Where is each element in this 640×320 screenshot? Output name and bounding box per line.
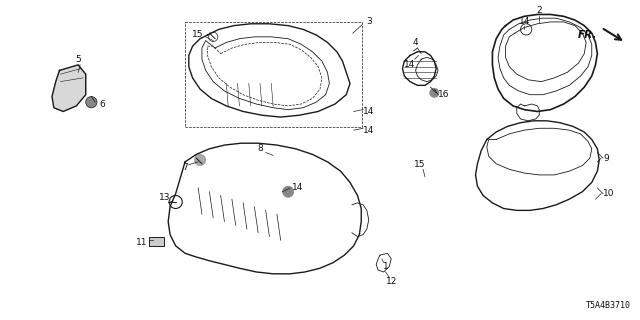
Text: 2: 2 bbox=[536, 6, 542, 15]
Text: 10: 10 bbox=[603, 189, 614, 198]
FancyBboxPatch shape bbox=[150, 236, 164, 246]
Text: 14: 14 bbox=[404, 60, 415, 69]
Text: 12: 12 bbox=[385, 277, 397, 286]
Text: 7: 7 bbox=[182, 163, 188, 172]
Text: 3: 3 bbox=[366, 17, 372, 27]
Text: 16: 16 bbox=[438, 90, 449, 99]
Text: 8: 8 bbox=[257, 144, 263, 153]
Circle shape bbox=[195, 155, 205, 165]
Text: 9: 9 bbox=[604, 154, 610, 163]
Text: 14: 14 bbox=[292, 183, 303, 193]
Text: 13: 13 bbox=[159, 193, 170, 202]
Text: 14: 14 bbox=[363, 107, 374, 116]
Text: 1: 1 bbox=[383, 262, 388, 271]
Circle shape bbox=[282, 186, 294, 197]
Polygon shape bbox=[52, 65, 86, 111]
Text: 15: 15 bbox=[413, 160, 425, 169]
Circle shape bbox=[429, 88, 439, 98]
Text: 5: 5 bbox=[76, 55, 81, 64]
Text: 11: 11 bbox=[136, 238, 148, 247]
Text: 14: 14 bbox=[363, 126, 374, 135]
Text: 15: 15 bbox=[193, 29, 204, 38]
Text: FR.: FR. bbox=[578, 30, 597, 40]
Text: T5A4B3710: T5A4B3710 bbox=[586, 301, 631, 310]
Text: 14: 14 bbox=[518, 17, 530, 27]
Circle shape bbox=[86, 97, 97, 108]
Text: 4: 4 bbox=[413, 38, 419, 47]
Text: 6: 6 bbox=[100, 100, 106, 108]
